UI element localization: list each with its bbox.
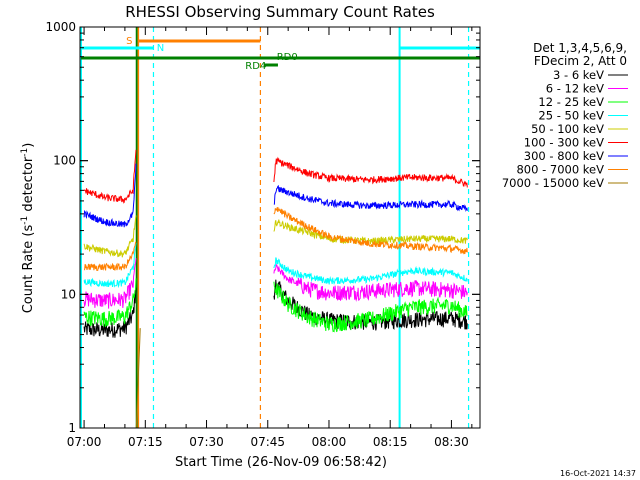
legend-label-3: 25 - 50 keV bbox=[538, 109, 604, 123]
y-tick-label-2: 100 bbox=[53, 154, 76, 168]
annotation-n: N bbox=[157, 43, 164, 54]
y-axis: 1 10 100 1000 bbox=[45, 20, 480, 435]
x-axis-label: Start Time (26-Nov-09 06:58:42) bbox=[175, 455, 387, 470]
series-line-6-seg-0 bbox=[83, 163, 137, 228]
series-line-5-seg-0 bbox=[83, 149, 137, 204]
series-line-0-seg-1 bbox=[273, 279, 468, 331]
annotation-s: S bbox=[126, 36, 132, 47]
series-line-1-seg-0 bbox=[83, 258, 137, 309]
series-line-1-seg-1 bbox=[273, 263, 468, 302]
series-line-5-seg-1 bbox=[273, 156, 468, 188]
series-line-3-seg-1 bbox=[273, 257, 468, 285]
legend-header-2: FDecim 2, Att 0 bbox=[534, 54, 627, 68]
series-line-2-seg-0 bbox=[83, 278, 137, 328]
legend-label-2: 12 - 25 keV bbox=[538, 95, 604, 109]
series-layer bbox=[83, 149, 468, 429]
series-line-8-seg-0 bbox=[135, 328, 141, 429]
series-line-2-seg-1 bbox=[273, 281, 468, 333]
annotation-rd4: RD4 bbox=[245, 61, 266, 72]
x-tick-label-6: 08:30 bbox=[434, 435, 469, 449]
series-line-4-seg-1 bbox=[273, 219, 468, 245]
y-tick-label-3: 1000 bbox=[45, 20, 76, 34]
y-tick-label-0: 1 bbox=[68, 421, 76, 435]
legend-label-6: 300 - 800 keV bbox=[524, 149, 604, 163]
footer-timestamp: 16-Oct-2021 14:37 bbox=[560, 469, 636, 478]
legend-label-7: 800 - 7000 keV bbox=[516, 163, 604, 177]
legend-label-8: 7000 - 15000 keV bbox=[502, 176, 604, 190]
y-tick-label-1: 10 bbox=[61, 287, 76, 301]
annotation-rd0: RD0 bbox=[277, 52, 298, 63]
legend-label-4: 50 - 100 keV bbox=[531, 122, 604, 136]
x-tick-label-0: 07:00 bbox=[67, 435, 102, 449]
series-line-0-seg-0 bbox=[83, 287, 137, 338]
series-line-7-seg-0 bbox=[83, 241, 137, 272]
legend-label-1: 6 - 12 keV bbox=[546, 82, 604, 96]
x-axis: 07:00 07:15 07:30 07:45 08:00 08:15 08:30 bbox=[67, 27, 473, 449]
x-tick-label-2: 07:30 bbox=[189, 435, 224, 449]
plot-frame bbox=[79, 26, 481, 429]
x-tick-label-3: 07:45 bbox=[250, 435, 285, 449]
legend-label-0: 3 - 6 keV bbox=[553, 68, 604, 82]
legend-header-1: Det 1,3,4,5,6,9, bbox=[533, 41, 627, 55]
y-axis-label: Count Rate (s-1 detector-1) bbox=[20, 143, 36, 314]
series-line-7-seg-1 bbox=[273, 206, 468, 255]
legend: Det 1,3,4,5,6,9, FDecim 2, Att 0 3 - 6 k… bbox=[502, 41, 628, 190]
series-line-6-seg-1 bbox=[273, 184, 468, 212]
observing-markers: S N RD0 RD4 bbox=[80, 27, 480, 428]
x-tick-label-5: 08:15 bbox=[373, 435, 408, 449]
series-line-4-seg-0 bbox=[83, 215, 137, 258]
series-line-3-seg-0 bbox=[83, 242, 137, 289]
x-tick-label-4: 08:00 bbox=[312, 435, 347, 449]
legend-label-5: 100 - 300 keV bbox=[524, 136, 604, 150]
chart-title: RHESSI Observing Summary Count Rates bbox=[125, 3, 435, 21]
x-tick-label-1: 07:15 bbox=[128, 435, 163, 449]
